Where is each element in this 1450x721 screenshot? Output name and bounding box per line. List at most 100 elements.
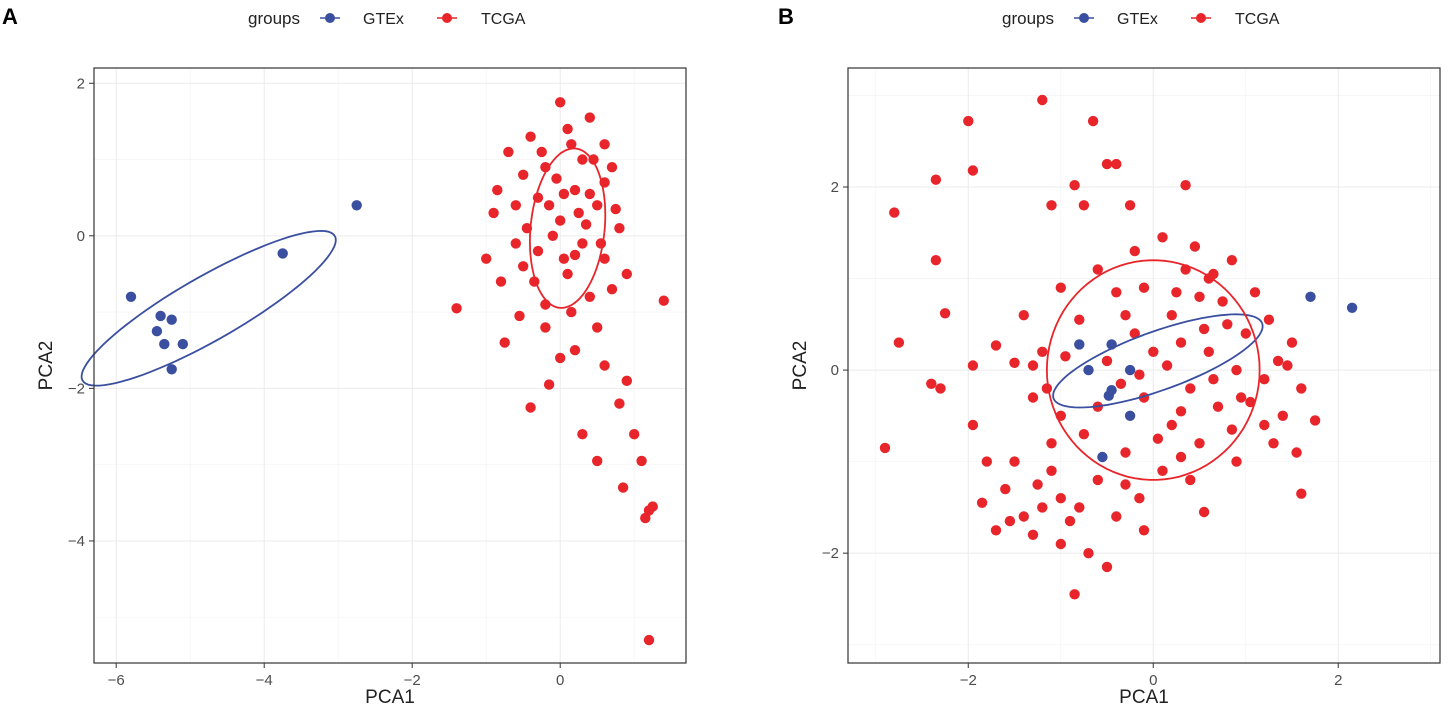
- point-tcga: [1212, 401, 1224, 412]
- point-tcga: [930, 174, 942, 185]
- point-tcga: [1194, 291, 1205, 302]
- x-axis-title: PCA1: [365, 687, 415, 708]
- point-tcga: [935, 383, 946, 394]
- point-tcga: [1046, 465, 1057, 476]
- point-tcga: [1037, 502, 1048, 513]
- point-gtex: [151, 326, 163, 337]
- point-tcga: [495, 276, 507, 287]
- point-tcga: [1060, 351, 1071, 362]
- legend-label-gtex: GTEx: [1117, 11, 1158, 28]
- point-tcga: [1018, 310, 1029, 321]
- point-tcga: [1037, 94, 1048, 106]
- point-tcga: [569, 184, 581, 196]
- point-tcga: [967, 360, 979, 371]
- point-tcga: [636, 455, 647, 467]
- point-tcga: [610, 203, 621, 215]
- point-tcga: [621, 375, 632, 386]
- x-tick-label: −4: [256, 672, 273, 689]
- point-tcga: [1009, 456, 1020, 467]
- point-tcga: [1046, 438, 1057, 449]
- legend-title: groups: [1002, 9, 1054, 28]
- plot-area: [94, 68, 686, 663]
- y-tick-label: 0: [77, 228, 85, 245]
- point-tcga: [1000, 483, 1011, 495]
- point-tcga: [577, 238, 588, 249]
- point-gtex: [125, 291, 137, 302]
- point-tcga: [606, 162, 618, 173]
- point-tcga: [1092, 474, 1104, 486]
- point-tcga: [629, 429, 640, 440]
- point-tcga: [555, 352, 566, 364]
- point-gtex: [1124, 364, 1136, 376]
- point-tcga: [1198, 506, 1210, 518]
- point-tcga: [976, 497, 988, 508]
- point-gtex: [1305, 291, 1316, 302]
- point-tcga: [1018, 511, 1029, 522]
- point-tcga: [499, 337, 510, 348]
- point-tcga: [569, 345, 581, 356]
- point-tcga: [1259, 419, 1270, 431]
- y-tick-label: −4: [68, 533, 85, 550]
- point-tcga: [1203, 346, 1215, 357]
- point-tcga: [577, 154, 588, 165]
- point-tcga: [1231, 364, 1242, 376]
- point-tcga: [893, 337, 905, 348]
- point-tcga: [1120, 310, 1131, 321]
- point-tcga: [1055, 282, 1067, 293]
- panel-label: B: [778, 4, 794, 29]
- point-tcga: [1175, 406, 1187, 417]
- point-tcga: [1161, 360, 1173, 371]
- point-tcga: [488, 207, 499, 219]
- point-tcga: [1277, 410, 1289, 421]
- point-tcga: [658, 295, 669, 306]
- legend-key-dot-tcga: [442, 13, 452, 23]
- point-gtex: [1103, 390, 1115, 401]
- point-tcga: [1152, 433, 1164, 444]
- legend-label-tcga: TCGA: [481, 11, 526, 28]
- point-tcga: [562, 268, 573, 280]
- point-tcga: [543, 200, 555, 211]
- point-tcga: [481, 253, 492, 264]
- point-tcga: [963, 115, 974, 127]
- point-tcga: [562, 123, 573, 135]
- y-axis-title: PCA2: [36, 341, 57, 391]
- point-tcga: [599, 360, 610, 371]
- point-tcga: [1171, 287, 1182, 298]
- point-tcga: [514, 310, 525, 322]
- ellipse-tcga: [528, 147, 607, 309]
- point-gtex: [1097, 451, 1108, 463]
- point-tcga: [573, 207, 584, 219]
- point-tcga: [1129, 328, 1141, 339]
- plot-area: [848, 68, 1440, 663]
- point-tcga: [1027, 392, 1039, 403]
- point-tcga: [595, 238, 607, 249]
- point-tcga: [1175, 337, 1187, 348]
- point-tcga: [981, 456, 992, 467]
- point-tcga: [1235, 392, 1247, 403]
- point-tcga: [1185, 474, 1196, 486]
- series-tcga: [451, 97, 669, 646]
- x-tick-label: 2: [1334, 672, 1342, 689]
- point-tcga: [492, 184, 503, 196]
- point-tcga: [1120, 479, 1131, 490]
- point-tcga: [1124, 200, 1136, 211]
- legend-title: groups: [248, 9, 300, 28]
- point-tcga: [1111, 287, 1122, 298]
- point-tcga: [930, 255, 942, 266]
- point-tcga: [1111, 511, 1122, 522]
- point-tcga: [1046, 200, 1057, 211]
- point-tcga: [617, 482, 629, 493]
- legend-key-dot-tcga: [1196, 13, 1206, 23]
- ellipse-gtex: [80, 229, 337, 387]
- point-tcga: [569, 249, 581, 261]
- point-tcga: [584, 112, 595, 123]
- point-tcga: [503, 146, 514, 158]
- point-tcga: [1111, 158, 1122, 170]
- point-tcga: [1231, 456, 1242, 467]
- grid: [94, 68, 686, 663]
- point-tcga: [518, 169, 529, 180]
- point-tcga: [606, 284, 618, 295]
- point-tcga: [1245, 396, 1256, 408]
- point-gtex: [155, 310, 166, 322]
